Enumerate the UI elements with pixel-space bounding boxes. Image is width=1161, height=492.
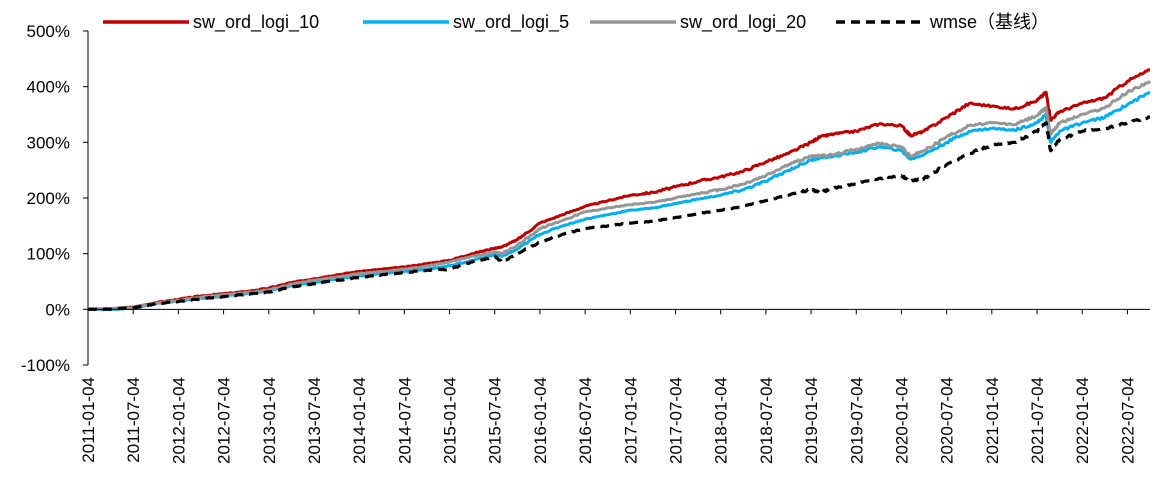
series-line-3 [87,80,1152,311]
x-tick-label: 2013-01-04 [260,377,279,464]
x-tick-label: 2012-01-04 [169,377,188,464]
x-tick-label: 2017-07-04 [666,377,685,464]
x-tick-label: 2020-07-04 [938,377,957,464]
legend-label-4: wmse（基线） [929,12,1049,32]
x-tick-label: 2019-01-04 [802,377,821,464]
x-tick-label: 2019-07-04 [847,377,866,464]
y-tick-label: 0% [45,300,70,319]
legend-label-3: sw_ord_logi_20 [680,12,806,33]
x-tick-label: 2011-07-04 [124,377,143,463]
x-tick-label: 2017-01-04 [621,377,640,464]
x-tick-label: 2013-07-04 [305,377,324,464]
x-tick-label: 2018-01-04 [712,377,731,464]
x-tick-label: 2022-07-04 [1118,377,1137,464]
x-tick-label: 2021-01-04 [983,377,1002,464]
x-tick-label: 2016-01-04 [531,377,550,464]
x-tick-label: 2018-07-04 [757,377,776,464]
x-tick-label: 2015-01-04 [441,377,460,464]
x-tick-label: 2021-07-04 [1028,377,1047,464]
x-tick-label: 2011-01-04 [79,377,98,463]
legend: sw_ord_logi_10 sw_ord_logi_5 sw_ord_logi_2… [103,12,1049,33]
x-tick-label: 2014-07-04 [395,377,414,464]
y-tick-label: 200% [27,189,70,208]
y-tick-label: 300% [27,133,70,152]
y-tick-label: 500% [27,22,70,41]
legend-label-2: sw_ord_logi_5 [453,12,569,33]
y-tick-label: 100% [27,245,70,264]
x-tick-label: 2022-01-04 [1073,377,1092,464]
x-tick-label: 2020-01-04 [892,377,911,464]
y-tick-label: 400% [27,78,70,97]
x-axis: 2011-01-04 2011-07-04 2012-01-04 2012-07-04… [79,308,1150,464]
x-tick-label: 2016-07-04 [576,377,595,464]
y-tick-label: -100% [21,356,70,375]
y-axis: 500% 400% 300% 200% 100% 0% -100% [21,22,89,375]
series-line-2 [87,90,1151,312]
series-line-1 [87,68,1151,311]
legend-label-1: sw_ord_logi_10 [193,12,319,33]
x-tick-label: 2015-07-04 [486,377,505,464]
x-tick-label: 2014-01-04 [350,377,369,464]
series-line-4 [87,115,1151,312]
plot-area [87,68,1152,312]
x-tick-label: 2012-07-04 [215,377,234,464]
